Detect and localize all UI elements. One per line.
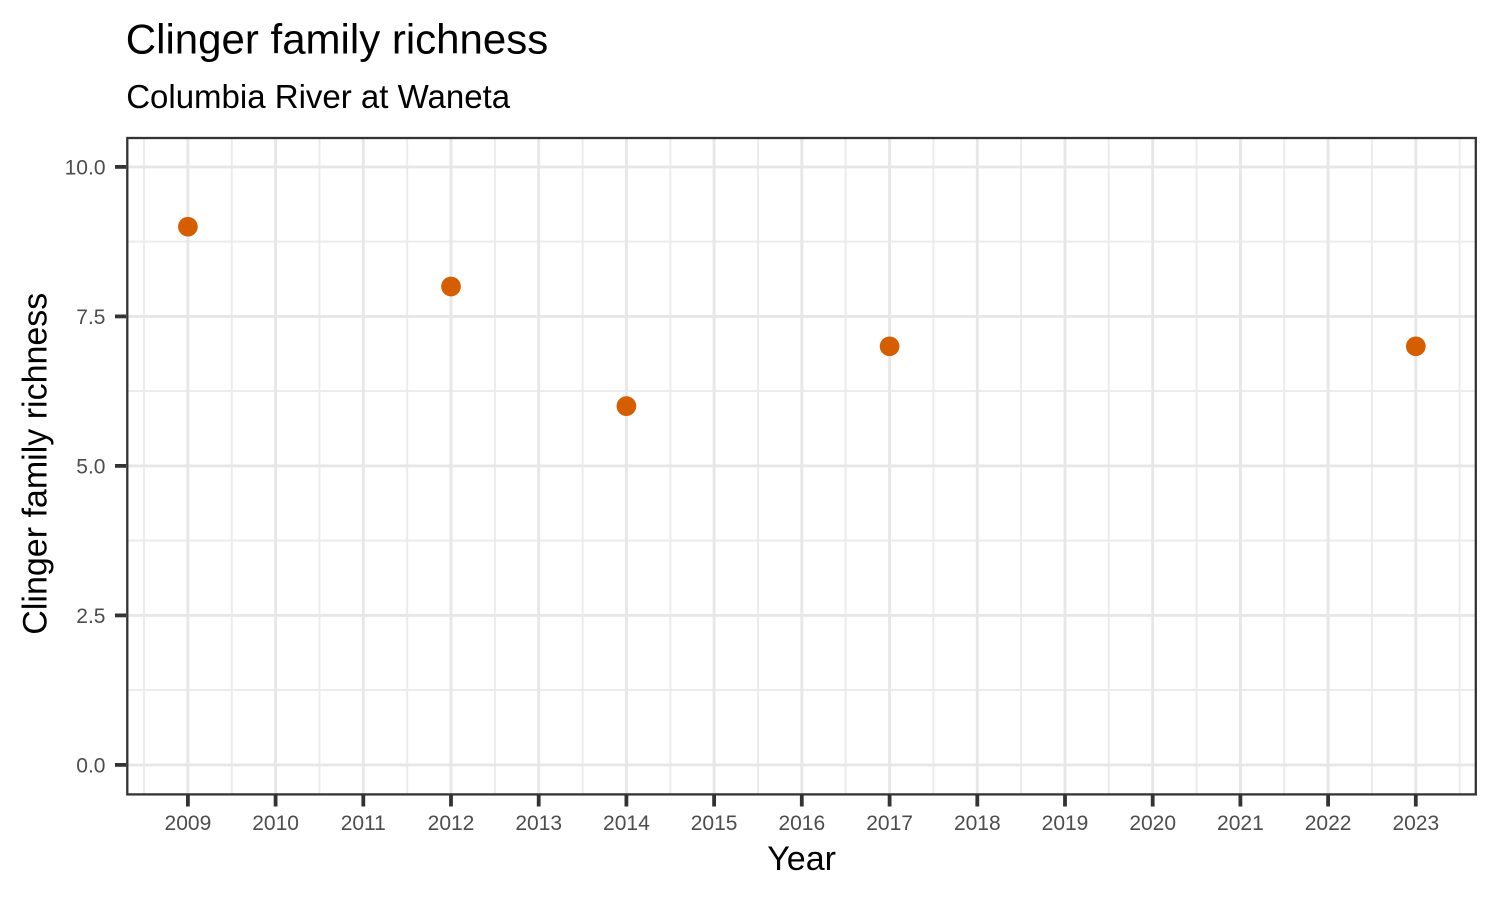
svg-text:0.0: 0.0 [76, 755, 105, 778]
svg-text:Year: Year [767, 840, 836, 878]
svg-text:2022: 2022 [1305, 812, 1352, 835]
svg-text:2017: 2017 [866, 812, 913, 835]
svg-text:2021: 2021 [1217, 812, 1264, 835]
svg-text:2014: 2014 [603, 812, 650, 835]
svg-text:2018: 2018 [954, 812, 1001, 835]
svg-text:Clinger family richness: Clinger family richness [17, 293, 55, 635]
svg-text:Columbia River at Waneta: Columbia River at Waneta [126, 78, 511, 115]
svg-text:2016: 2016 [778, 812, 825, 835]
svg-text:10.0: 10.0 [65, 157, 106, 180]
svg-text:2009: 2009 [165, 812, 212, 835]
svg-text:2023: 2023 [1392, 812, 1439, 835]
svg-text:2010: 2010 [252, 812, 299, 835]
svg-text:Clinger family richness: Clinger family richness [126, 16, 548, 63]
svg-text:5.0: 5.0 [76, 456, 105, 479]
svg-text:7.5: 7.5 [76, 306, 105, 329]
svg-text:2019: 2019 [1042, 812, 1089, 835]
svg-text:2013: 2013 [515, 812, 562, 835]
svg-text:2020: 2020 [1129, 812, 1176, 835]
svg-text:2.5: 2.5 [76, 605, 105, 628]
svg-text:2015: 2015 [691, 812, 738, 835]
svg-text:2012: 2012 [428, 812, 475, 835]
svg-text:2011: 2011 [341, 812, 386, 835]
